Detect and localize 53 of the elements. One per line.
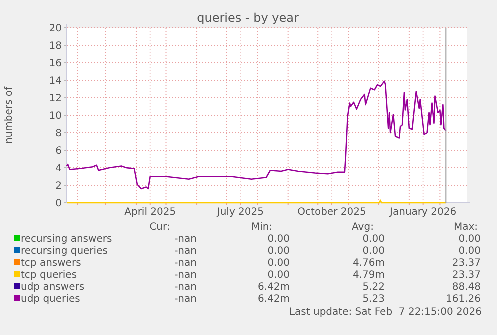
text: -nan [174, 282, 197, 293]
text: 0.00 [458, 234, 481, 245]
text: 0.00 [268, 234, 290, 245]
text: 0.00 [268, 246, 290, 257]
text: 6.42m [258, 282, 290, 293]
text: 0.00 [458, 246, 481, 257]
text: 88.48 [452, 282, 481, 293]
text: 0.00 [268, 270, 290, 281]
y-tick-label: 10 [49, 111, 62, 122]
legend-label: recursing answers [21, 234, 112, 245]
text: -nan [174, 294, 197, 305]
text: 0.00 [362, 234, 385, 245]
text: -nan [174, 258, 197, 269]
x-tick-label: January 2026 [389, 207, 457, 218]
y-tick-label: 0 [56, 198, 62, 210]
text: 0.00 [268, 258, 290, 269]
y-tick-label: 8 [56, 128, 62, 140]
chart-title: queries - by year [197, 11, 299, 25]
legend-label: udp answers [21, 282, 85, 293]
y-axis-title: numbers of [4, 86, 15, 144]
text: Cur: [150, 222, 170, 233]
y-tick-label: 14 [49, 76, 62, 87]
y-tick-label: 4 [56, 164, 62, 174]
y-tick-label: 16 [49, 58, 62, 70]
text: Max: [454, 222, 478, 233]
y-tick-label: 20 [49, 24, 62, 34]
text: -nan [174, 270, 197, 281]
text: Last update: Sat Feb 7 22:15:00 2026 [289, 307, 482, 318]
text: 23.37 [452, 258, 481, 269]
text: 5.22 [362, 282, 385, 293]
y-tick-label: 12 [49, 94, 62, 104]
text: 0.00 [362, 246, 385, 257]
text: 5.23 [362, 294, 385, 305]
text: 4.76m [352, 258, 385, 269]
text: 4.79m [352, 270, 385, 281]
text: 23.37 [452, 270, 481, 281]
text: -nan [174, 246, 197, 257]
x-tick-label: April 2025 [124, 207, 176, 218]
legend-label: tcp answers [21, 258, 82, 269]
text: Min: [251, 222, 273, 233]
legend-label: recursing queries [21, 246, 108, 257]
legend-label: udp queries [21, 294, 80, 305]
y-tick-label: 18 [49, 41, 62, 52]
y-tick-label: 6 [56, 146, 62, 157]
y-tick-label: 2 [56, 181, 62, 192]
text: 6.42m [258, 294, 290, 305]
text: 161.26 [446, 294, 481, 305]
line-series [66, 80, 447, 190]
text: Avg: [352, 222, 374, 233]
x-tick-label: July 2025 [216, 207, 264, 218]
legend-label: tcp queries [21, 270, 78, 281]
x-tick-label: October 2025 [298, 207, 366, 218]
text: -nan [174, 234, 197, 245]
